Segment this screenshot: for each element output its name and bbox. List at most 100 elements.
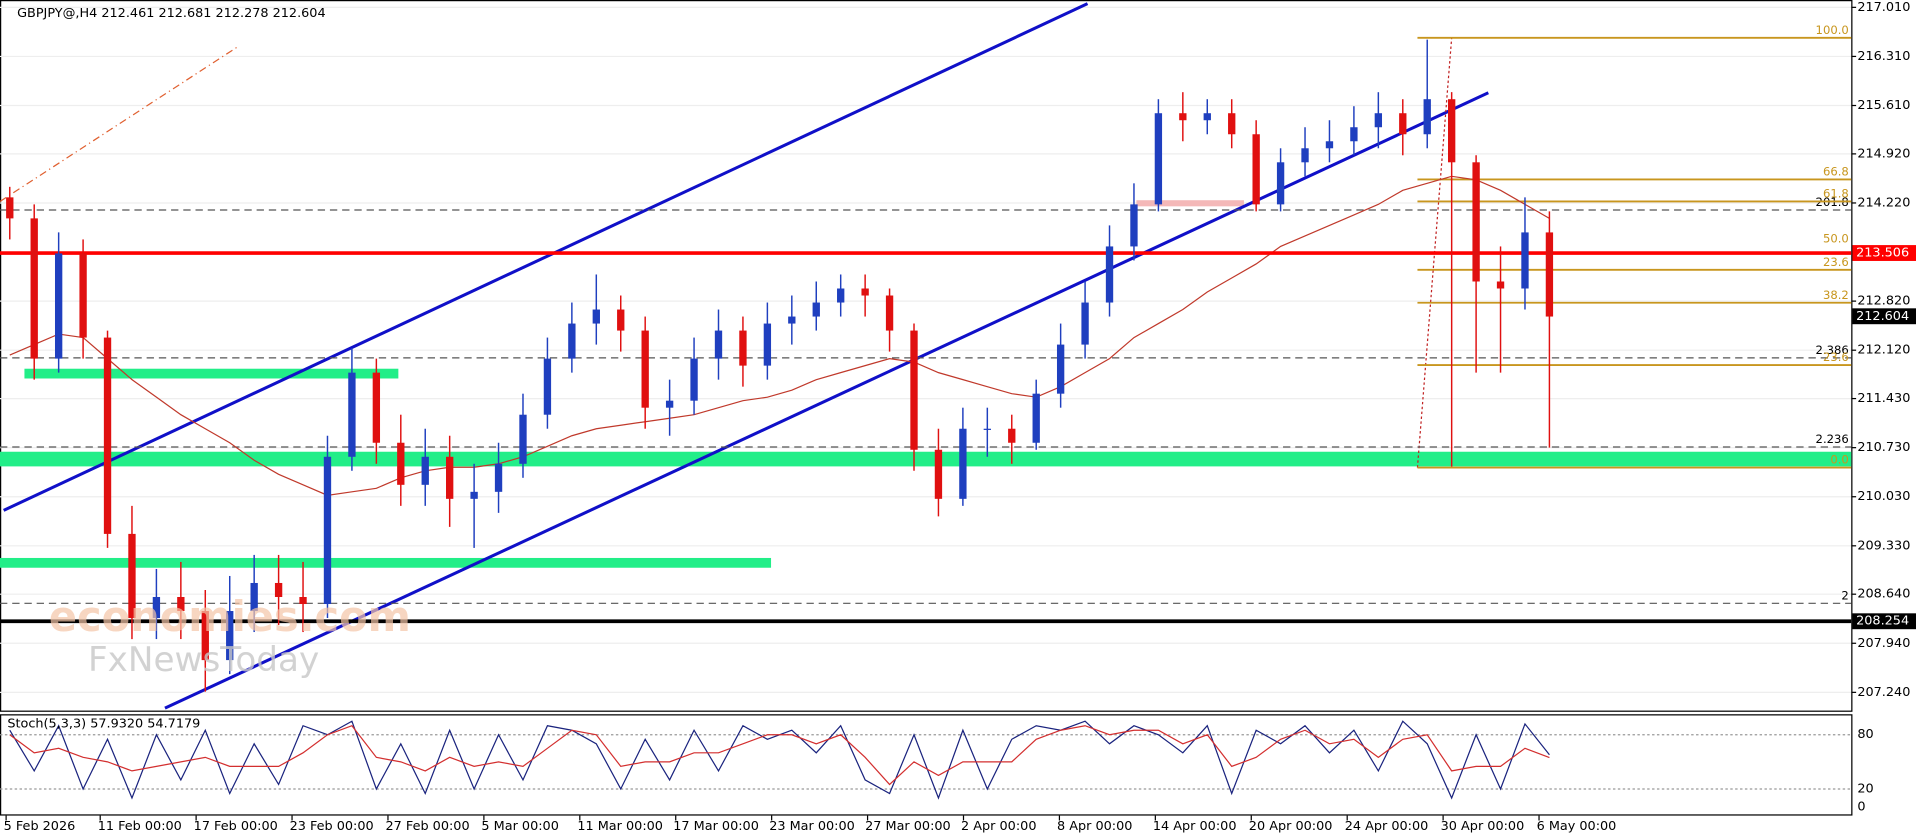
fib-label: 100.0 (1816, 23, 1849, 37)
watermark: economies.com (49, 592, 411, 641)
candle-body (1276, 162, 1285, 205)
y-tick-label: 214.920 (1857, 146, 1910, 161)
candle-body (714, 330, 723, 359)
stoch-tick-label: 20 (1857, 781, 1873, 796)
x-tick-label: 17 Mar 00:00 (673, 819, 759, 834)
candle-body (1228, 113, 1236, 135)
chart-title: GBPJPY@,H4 212.461 212.681 212.278 212.6… (17, 6, 326, 21)
candle-body (1350, 127, 1358, 142)
candle-body (446, 456, 454, 499)
candle-body (837, 288, 845, 303)
level-label: 2 (1841, 588, 1848, 602)
candle-body (54, 253, 63, 359)
candle-body (397, 442, 405, 485)
candle-body (79, 253, 87, 338)
candle-body (1203, 113, 1211, 121)
candle-body (885, 295, 894, 331)
fib-label: 50.0 (1823, 232, 1849, 246)
candle-body (910, 330, 918, 450)
y-tick-label: 217.010 (1857, 0, 1910, 15)
x-tick-label: 2 Apr 00:00 (961, 819, 1036, 834)
candle-body (128, 533, 136, 619)
x-tick-label: 14 Apr 00:00 (1153, 819, 1237, 834)
candle-body (1521, 232, 1529, 289)
candle-body (568, 323, 576, 359)
main-panel (0, 0, 1853, 712)
candle-body (1301, 148, 1309, 163)
y-tick-label: 215.610 (1857, 98, 1910, 113)
candle-body (959, 428, 967, 499)
stoch-tick-label: 0 (1857, 800, 1865, 815)
support-zone (24, 368, 399, 379)
candle-body (1056, 344, 1065, 394)
x-tick-label: 5 Feb 2026 (4, 819, 76, 834)
watermark: FxNewsToday (88, 640, 319, 680)
channel-line (3, 2, 1089, 512)
y-tick-label: 209.330 (1857, 538, 1910, 553)
y-tick-label: 207.240 (1857, 685, 1910, 700)
fib-label: 66.8 (1823, 165, 1849, 179)
candle-body (763, 323, 772, 366)
candle-body (592, 309, 600, 324)
y-tick-label: 211.430 (1857, 391, 1910, 406)
candle-body (1179, 113, 1187, 121)
fib-label: 23.6 (1823, 255, 1849, 269)
x-tick-label: 8 Apr 00:00 (1057, 819, 1132, 834)
x-tick-label: 27 Feb 00:00 (386, 819, 470, 834)
candle-body (1008, 428, 1016, 443)
x-tick-label: 23 Mar 00:00 (769, 819, 855, 834)
candle-body (983, 428, 991, 430)
candle-body (177, 596, 185, 612)
candle-body (421, 456, 429, 485)
candle-body (1374, 113, 1383, 128)
candle-body (1447, 99, 1456, 163)
x-tick-label: 11 Mar 00:00 (577, 819, 663, 834)
candle-body (1105, 246, 1114, 303)
x-tick-label: 20 Apr 00:00 (1249, 819, 1333, 834)
stoch-title: Stoch(5,3,3) 57.9320 54.7179 (7, 717, 200, 732)
candle-body (30, 218, 38, 359)
x-tick-label: 11 Feb 00:00 (98, 819, 182, 834)
grid (0, 6, 1852, 790)
candle-body (519, 414, 527, 464)
candle-body (1496, 281, 1505, 289)
candle-body (470, 491, 478, 499)
candle-body (1081, 302, 1089, 345)
x-tick-label: 6 May 00:00 (1537, 819, 1617, 834)
y-tick-label: 214.220 (1857, 195, 1910, 210)
x-tick-label: 24 Apr 00:00 (1345, 819, 1429, 834)
price-badge (1852, 245, 1916, 261)
stoch-line (9, 724, 1550, 786)
x-tick-label: 27 Mar 00:00 (865, 819, 951, 834)
candle-body (1472, 162, 1480, 282)
candle-body (1399, 113, 1407, 135)
candle-body (739, 330, 747, 366)
y-tick-label: 216.310 (1857, 49, 1910, 64)
support-zone (0, 557, 772, 568)
price-badge (1852, 308, 1916, 325)
y-tick-label: 212.820 (1857, 294, 1910, 309)
candle-body (1032, 393, 1040, 443)
candle-body (103, 337, 112, 534)
candle-body (152, 596, 161, 619)
x-tick-label: 5 Mar 00:00 (481, 819, 558, 834)
candle-body (665, 400, 674, 408)
candle-body (6, 197, 14, 219)
x-tick-label: 30 Apr 00:00 (1441, 819, 1525, 834)
candle-body (494, 463, 503, 492)
price-badge-label: 208.254 (1856, 614, 1909, 629)
channel-line (164, 91, 1489, 710)
y-tick-label: 212.120 (1857, 343, 1910, 358)
candles (6, 39, 1554, 692)
y-tick-label: 207.940 (1857, 636, 1910, 651)
marker-zone (1136, 200, 1244, 207)
price-badge-label: 213.506 (1856, 246, 1909, 261)
candle-body (861, 288, 869, 296)
x-tick-label: 23 Feb 00:00 (290, 819, 374, 834)
candle-body (1325, 141, 1334, 149)
candle-body (1545, 232, 1554, 317)
x-tick-label: 17 Feb 00:00 (194, 819, 278, 834)
candle-body (348, 372, 356, 457)
